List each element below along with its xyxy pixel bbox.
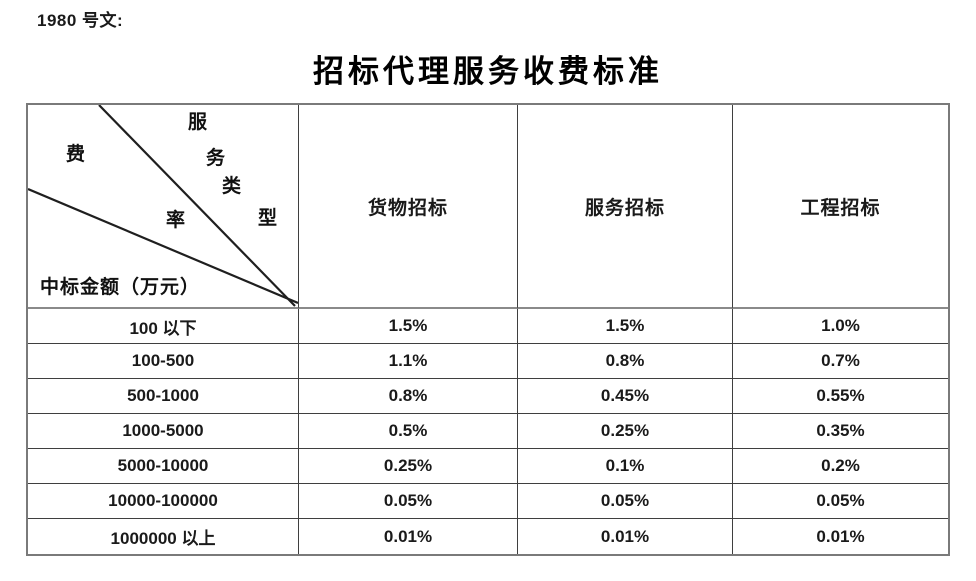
fee-standard-table: 服 务 类 型 费 率 中标金额（万元） 货物招标 服务招标 工程招标 100 … (26, 103, 950, 556)
goods-rate-cell: 0.25% (299, 449, 518, 484)
diagonal-divider-lines (28, 105, 298, 307)
service-rate-cell: 0.1% (518, 449, 733, 484)
corner-char-service-type: 类 (222, 176, 243, 197)
amount-range-cell: 1000-5000 (28, 414, 299, 449)
goods-rate-cell: 0.01% (299, 519, 518, 554)
service-rate-cell: 1.5% (518, 309, 733, 344)
service-rate-cell: 0.05% (518, 484, 733, 519)
column-header-works-bidding: 工程招标 (733, 105, 948, 309)
works-rate-cell: 0.2% (733, 449, 948, 484)
page-title: 招标代理服务收费标准 (313, 54, 663, 89)
amount-range-cell: 5000-10000 (28, 449, 299, 484)
goods-rate-cell: 1.1% (299, 344, 518, 379)
corner-char-service-type: 服 (188, 112, 209, 133)
amount-range-cell: 100-500 (28, 344, 299, 379)
column-header-service-bidding: 服务招标 (518, 105, 733, 309)
goods-rate-cell: 0.5% (299, 414, 518, 449)
goods-rate-cell: 0.8% (299, 379, 518, 414)
works-rate-cell: 0.01% (816, 526, 865, 546)
amount-range-cell: 10000-100000 (28, 484, 299, 519)
works-rate-cell: 1.0% (733, 309, 948, 344)
corner-amount-label: 中标金额（万元） (40, 277, 201, 298)
corner-char-fee-rate: 率 (166, 210, 187, 231)
amount-range-cell: 500-1000 (28, 379, 299, 414)
works-rate-cell: 0.7% (733, 344, 948, 379)
amount-range-cell: 1000000 以上 (28, 519, 299, 554)
goods-rate-cell: 0.05% (299, 484, 518, 519)
goods-rate-cell: 1.5% (299, 309, 518, 344)
corner-char-fee-rate: 费 (66, 144, 87, 165)
corner-header-cell: 服 务 类 型 费 率 中标金额（万元） (28, 105, 299, 309)
service-rate-cell: 0.8% (518, 344, 733, 379)
corner-char-service-type: 型 (258, 208, 279, 229)
service-rate-cell: 0.45% (518, 379, 733, 414)
doc-reference-number: 1980 号文: (37, 11, 124, 30)
amount-range-cell: 100 以下 (28, 309, 299, 344)
corner-char-service-type: 务 (206, 148, 227, 169)
works-rate-cell: 0.05% (733, 484, 948, 519)
service-rate-cell: 0.25% (518, 414, 733, 449)
service-rate-cell: 0.01% (518, 519, 733, 554)
column-header-goods-bidding: 货物招标 (299, 105, 518, 309)
works-rate-cell: 0.35% (733, 414, 948, 449)
works-rate-cell: 0.55% (733, 379, 948, 414)
